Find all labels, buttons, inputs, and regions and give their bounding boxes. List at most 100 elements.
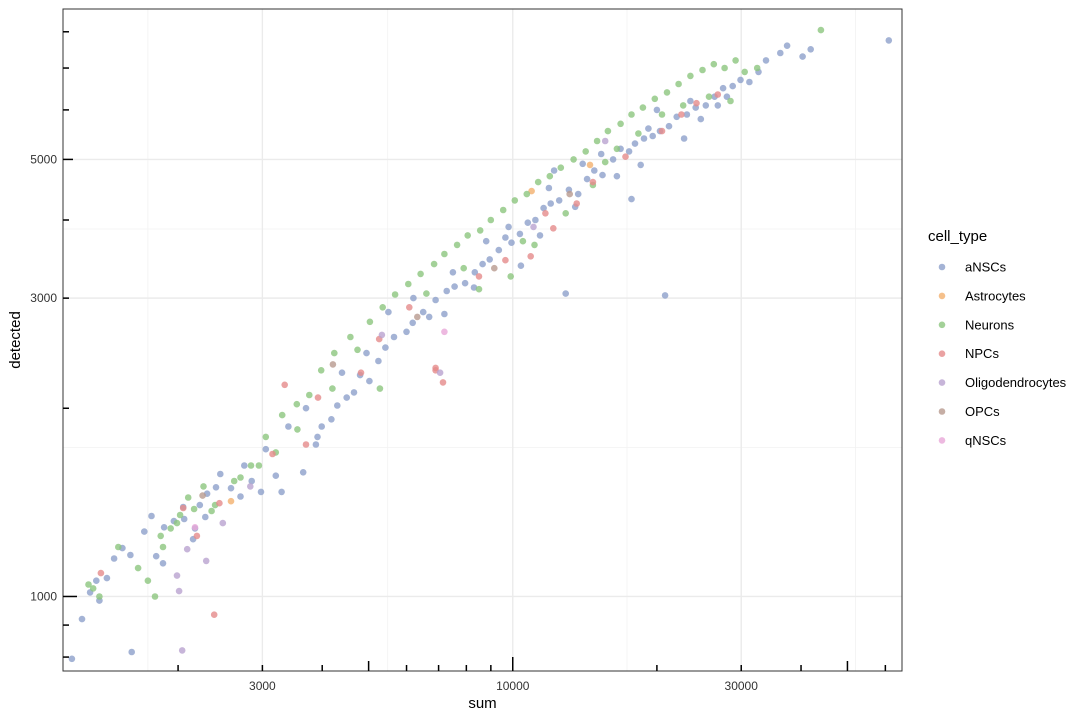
series-qnscs <box>191 328 448 531</box>
data-point <box>524 219 532 226</box>
data-point <box>160 524 168 531</box>
data-point <box>144 577 152 584</box>
data-point <box>777 49 784 57</box>
legend-item: OPCs <box>938 404 1000 419</box>
data-point <box>248 477 255 485</box>
data-point <box>721 64 728 72</box>
data-point <box>502 256 509 264</box>
data-point <box>658 127 666 135</box>
legend-key <box>938 437 946 444</box>
data-point <box>237 474 244 481</box>
data-point <box>247 462 255 469</box>
data-point <box>601 137 609 145</box>
data-point <box>89 585 97 592</box>
data-point <box>817 26 825 34</box>
data-point <box>202 557 210 565</box>
data-point <box>180 515 188 523</box>
series-opcs <box>199 190 573 499</box>
data-point <box>729 82 736 90</box>
data-point <box>617 120 624 128</box>
legend-key <box>938 263 946 271</box>
data-point <box>281 381 289 389</box>
data-point <box>68 655 76 663</box>
data-point <box>227 484 235 492</box>
data-point <box>461 279 469 287</box>
data-point <box>516 230 524 238</box>
data-point <box>628 111 635 118</box>
data-point <box>536 232 544 239</box>
data-point <box>443 287 451 295</box>
data-point <box>78 615 86 623</box>
data-point <box>679 102 687 109</box>
series-astrocytes <box>227 161 594 505</box>
data-point <box>475 285 483 293</box>
data-point <box>193 532 201 540</box>
data-point <box>417 270 424 278</box>
data-point <box>441 328 448 336</box>
data-point <box>586 161 594 169</box>
data-point <box>545 184 553 192</box>
data-point <box>699 66 706 74</box>
data-point <box>570 156 577 163</box>
data-point <box>378 331 386 339</box>
data-point <box>550 225 557 232</box>
data-point <box>151 593 159 600</box>
data-point <box>96 593 103 600</box>
data-point <box>697 115 705 123</box>
data-point <box>278 411 286 419</box>
data-point <box>302 441 310 448</box>
data-point <box>562 290 569 297</box>
data-point <box>451 283 458 290</box>
data-point <box>314 433 321 441</box>
data-point <box>262 445 270 453</box>
data-point <box>439 379 447 386</box>
data-point <box>534 178 542 186</box>
y-axis-title: detected <box>7 311 24 369</box>
data-point <box>338 369 346 377</box>
data-point <box>334 402 341 409</box>
data-point <box>527 252 534 260</box>
data-point <box>375 357 382 365</box>
data-point <box>542 210 549 217</box>
data-point <box>530 223 537 231</box>
major-gridlines <box>63 9 902 671</box>
data-point <box>127 551 134 559</box>
data-point <box>390 333 398 341</box>
legend-label: Astrocytes <box>965 288 1026 303</box>
data-point <box>148 512 155 520</box>
data-point <box>425 313 433 321</box>
data-point <box>732 57 739 64</box>
data-point <box>312 441 320 448</box>
data-point <box>409 319 417 327</box>
data-point <box>639 104 647 111</box>
data-point <box>357 369 365 377</box>
x-tick-label: 10000 <box>496 679 530 693</box>
data-point <box>637 161 644 169</box>
data-point <box>363 349 370 357</box>
data-point <box>217 470 224 478</box>
data-point <box>157 532 164 540</box>
data-point <box>391 291 399 298</box>
data-point <box>591 167 598 174</box>
data-point <box>519 237 527 245</box>
data-point <box>97 569 105 577</box>
data-point <box>247 483 254 490</box>
data-point <box>210 611 218 618</box>
data-point <box>382 344 389 351</box>
data-point <box>227 497 235 505</box>
data-point <box>379 304 387 311</box>
data-point <box>693 99 700 107</box>
data-point <box>625 148 633 155</box>
data-point <box>464 232 472 239</box>
legend-label: aNSCs <box>965 260 1007 275</box>
legend-label: NPCs <box>965 346 999 361</box>
data-point <box>441 310 448 318</box>
data-point <box>741 68 748 76</box>
data-point <box>184 494 192 501</box>
data-point <box>687 97 694 105</box>
data-point <box>317 367 325 374</box>
data-point <box>230 477 238 485</box>
data-point <box>546 172 554 180</box>
